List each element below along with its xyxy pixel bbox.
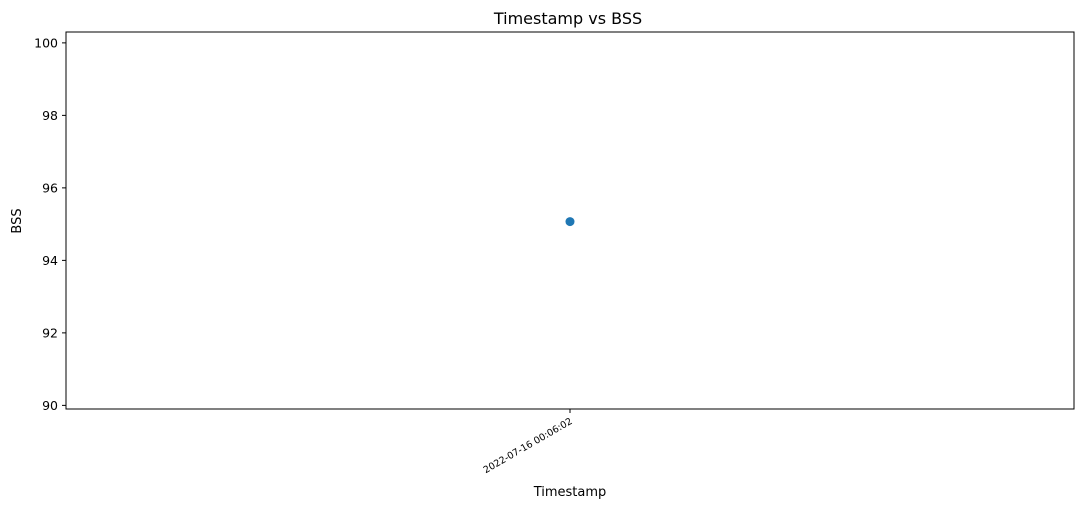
y-tick-label: 96 bbox=[42, 180, 58, 195]
y-axis-label: BSS bbox=[10, 208, 25, 233]
y-tick-label: 92 bbox=[42, 325, 58, 340]
y-tick-label: 100 bbox=[34, 35, 58, 50]
data-points bbox=[565, 217, 575, 227]
y-tick-label: 98 bbox=[42, 108, 58, 123]
chart-title: Timestamp vs BSS bbox=[493, 9, 642, 28]
data-point bbox=[565, 217, 575, 227]
y-tick-label: 94 bbox=[42, 253, 58, 268]
y-tick-label: 90 bbox=[42, 398, 58, 413]
y-axis-ticks: 90 92 94 96 98 100 bbox=[34, 35, 66, 413]
x-axis-label: Timestamp bbox=[533, 485, 607, 500]
